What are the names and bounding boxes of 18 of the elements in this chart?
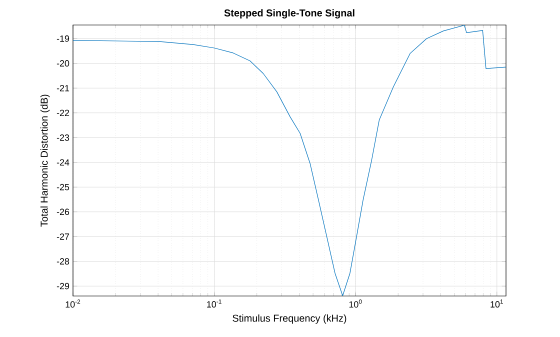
x-tick-label: 10$^{0}$	[349, 300, 362, 308]
x-tick-label: 10$^{-1}$	[207, 300, 222, 308]
x-tick-label: 10$^{1}$	[490, 300, 504, 308]
x-tick-label: 10$^{-2}$	[66, 300, 80, 308]
y-tick-label: -26	[56, 208, 70, 216]
y-tick-label: -21	[56, 84, 70, 92]
x-axis-title: Stimulus Frequency (kHz)	[232, 314, 346, 324]
y-tick-label: -27	[56, 233, 70, 240]
y-tick-label: -19	[56, 35, 70, 42]
chart-title: Stepped Single-Tone Signal	[224, 9, 354, 18]
y-tick-label: -20	[56, 60, 70, 67]
y-tick-label: -28	[56, 258, 70, 265]
y-tick-label: -22	[56, 110, 70, 116]
y-axis-title: Total Harmonic Distortion (dB)	[40, 94, 50, 227]
y-tick-label: -25	[56, 184, 70, 190]
y-tick-label: -23	[56, 134, 70, 141]
y-tick-label: -24	[56, 159, 70, 166]
y-tick-label: -29	[56, 282, 70, 290]
